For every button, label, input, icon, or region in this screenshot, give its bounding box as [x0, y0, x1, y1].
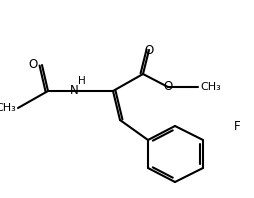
Text: N: N — [70, 85, 79, 97]
Text: O: O — [144, 44, 154, 56]
Text: CH₃: CH₃ — [0, 103, 16, 113]
Text: H: H — [78, 76, 86, 86]
Text: O: O — [163, 81, 173, 93]
Text: F: F — [234, 121, 241, 133]
Text: CH₃: CH₃ — [200, 82, 221, 92]
Text: O: O — [29, 58, 38, 71]
